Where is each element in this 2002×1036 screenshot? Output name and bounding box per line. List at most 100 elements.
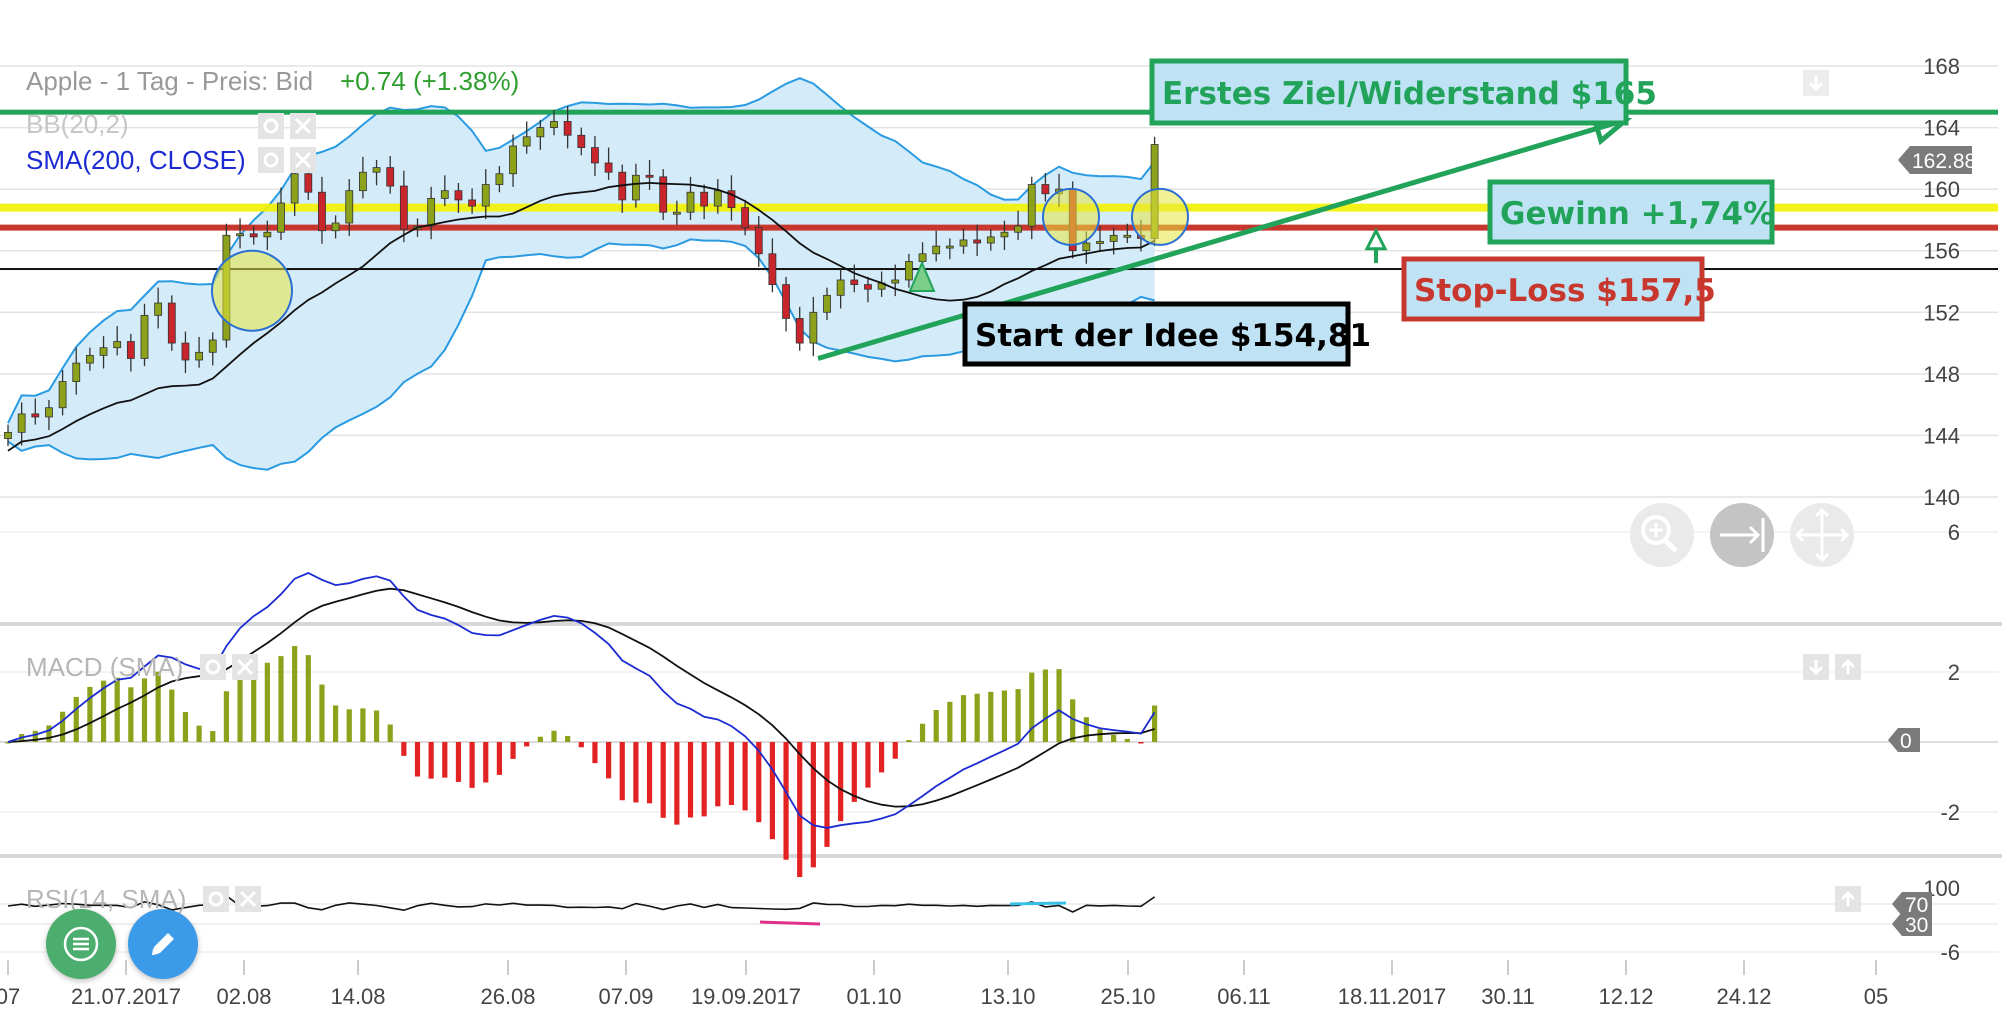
candle [208, 332, 217, 366]
candle [386, 156, 395, 194]
candle [782, 276, 790, 332]
macd-histogram-bar [906, 740, 912, 742]
macd-histogram-bar [292, 646, 298, 742]
macd-panel-up-icon[interactable] [1835, 654, 1861, 680]
candle [932, 230, 941, 262]
candle [864, 276, 872, 303]
draw-button[interactable] [128, 909, 198, 979]
macd-histogram-bar [578, 742, 584, 748]
macd-histogram-bar [892, 742, 898, 759]
macd-histogram-bar [660, 742, 666, 818]
stop-loss-annotation[interactable]: Stop-Loss $157,5 [1401, 256, 1716, 322]
candle [563, 106, 572, 149]
macd-histogram-bar [1070, 699, 1076, 742]
macd-histogram-bar [46, 725, 52, 742]
candle [1014, 210, 1022, 240]
rsi-panel-up-icon[interactable] [1835, 886, 1861, 912]
macd-histogram-bar [414, 742, 421, 777]
macd-close-icon[interactable] [232, 654, 258, 680]
reset-view-icon[interactable] [1710, 503, 1774, 567]
x-tick-label: 30.11 [1481, 984, 1534, 1009]
candle [58, 370, 67, 416]
gain-annotation[interactable]: Gewinn +1,74% [1487, 179, 1775, 245]
bb-upper-line [7, 77, 1156, 424]
candle [277, 187, 285, 240]
macd-signal-line [7, 587, 1155, 808]
candle [454, 182, 463, 214]
macd-histogram-bar [1097, 729, 1103, 742]
macd-histogram-bar [442, 742, 448, 778]
macd-y-tick-label: 6 [1948, 520, 1960, 545]
rsi-30-badge: 30 [1892, 912, 1932, 937]
candle [45, 400, 53, 431]
candle [700, 184, 709, 220]
sma-close-icon[interactable] [290, 147, 316, 173]
macd-histogram-bar [346, 709, 352, 742]
macd-histogram-bar [810, 742, 816, 868]
macd-settings-icon[interactable] [200, 654, 226, 680]
bb-settings-icon[interactable] [258, 113, 284, 139]
candle [754, 216, 763, 267]
macd-histogram-bar [838, 742, 844, 822]
pan-icon[interactable] [1790, 503, 1854, 567]
price-panel-down-icon[interactable] [1803, 70, 1829, 96]
x-tick-label: 07 [0, 984, 20, 1009]
candle [727, 175, 736, 221]
candle [372, 159, 381, 186]
macd-histogram-bar [1029, 672, 1035, 742]
candle [181, 331, 190, 374]
x-tick-label: 13.10 [980, 984, 1035, 1009]
candle [809, 296, 818, 357]
candle [331, 215, 340, 239]
candle [318, 176, 326, 244]
macd-histogram-bar [128, 687, 134, 742]
candle [891, 264, 900, 297]
rsi-70-badge: 70 [1892, 892, 1932, 917]
macd-y-tick-label: 2 [1948, 660, 1960, 685]
rsi-close-icon[interactable] [235, 886, 261, 912]
target-annotation[interactable]: Erstes Ziel/Widerstand $165 [1149, 58, 1657, 126]
svg-text:Start der Idee $154,81: Start der Idee $154,81 [975, 318, 1371, 354]
macd-histogram-bar [606, 742, 612, 779]
rsi-oversold-segment [759, 920, 821, 926]
candle [850, 264, 859, 293]
sma-settings-icon[interactable] [258, 147, 284, 173]
macd-histogram-bar [1042, 669, 1048, 742]
candle [154, 287, 163, 329]
candle [126, 333, 135, 372]
start-annotation[interactable]: Start der Idee $154,81 [962, 301, 1371, 367]
macd-histogram-bar [169, 689, 175, 742]
macd-histogram-bar [769, 742, 775, 840]
candle [86, 347, 94, 371]
candle [17, 402, 26, 446]
chart-title: Apple - 1 Tag - Preis: Bid [26, 66, 313, 96]
macd-histogram-bar [305, 655, 311, 742]
candle [672, 200, 681, 226]
annotation-overlays [211, 112, 1633, 361]
menu-button[interactable] [46, 909, 116, 979]
y-tick-label: 152 [1923, 300, 1960, 325]
candle [973, 224, 982, 257]
macd-histogram-bar [988, 691, 994, 742]
candle [195, 336, 204, 368]
bb-close-icon[interactable] [290, 113, 316, 139]
macd-panel-down-icon[interactable] [1803, 654, 1829, 680]
macd-histogram-bar [196, 725, 202, 742]
macd-histogram-bar [974, 693, 980, 742]
gain-level-line [0, 203, 1998, 212]
macd-y-tick-label: -2 [1940, 800, 1960, 825]
rsi-settings-icon[interactable] [203, 886, 229, 912]
candle [959, 228, 968, 254]
zoom-icon[interactable] [1630, 503, 1694, 567]
candle [358, 156, 367, 199]
macd-histogram-bar [1015, 689, 1021, 742]
sma-path [7, 181, 1155, 452]
candle [1096, 226, 1104, 251]
price-levels [0, 109, 1998, 271]
macd-panel [0, 531, 1998, 953]
macd-histogram-bar [797, 742, 803, 878]
macd-histogram-bar [715, 742, 721, 807]
list-icon [63, 926, 99, 962]
